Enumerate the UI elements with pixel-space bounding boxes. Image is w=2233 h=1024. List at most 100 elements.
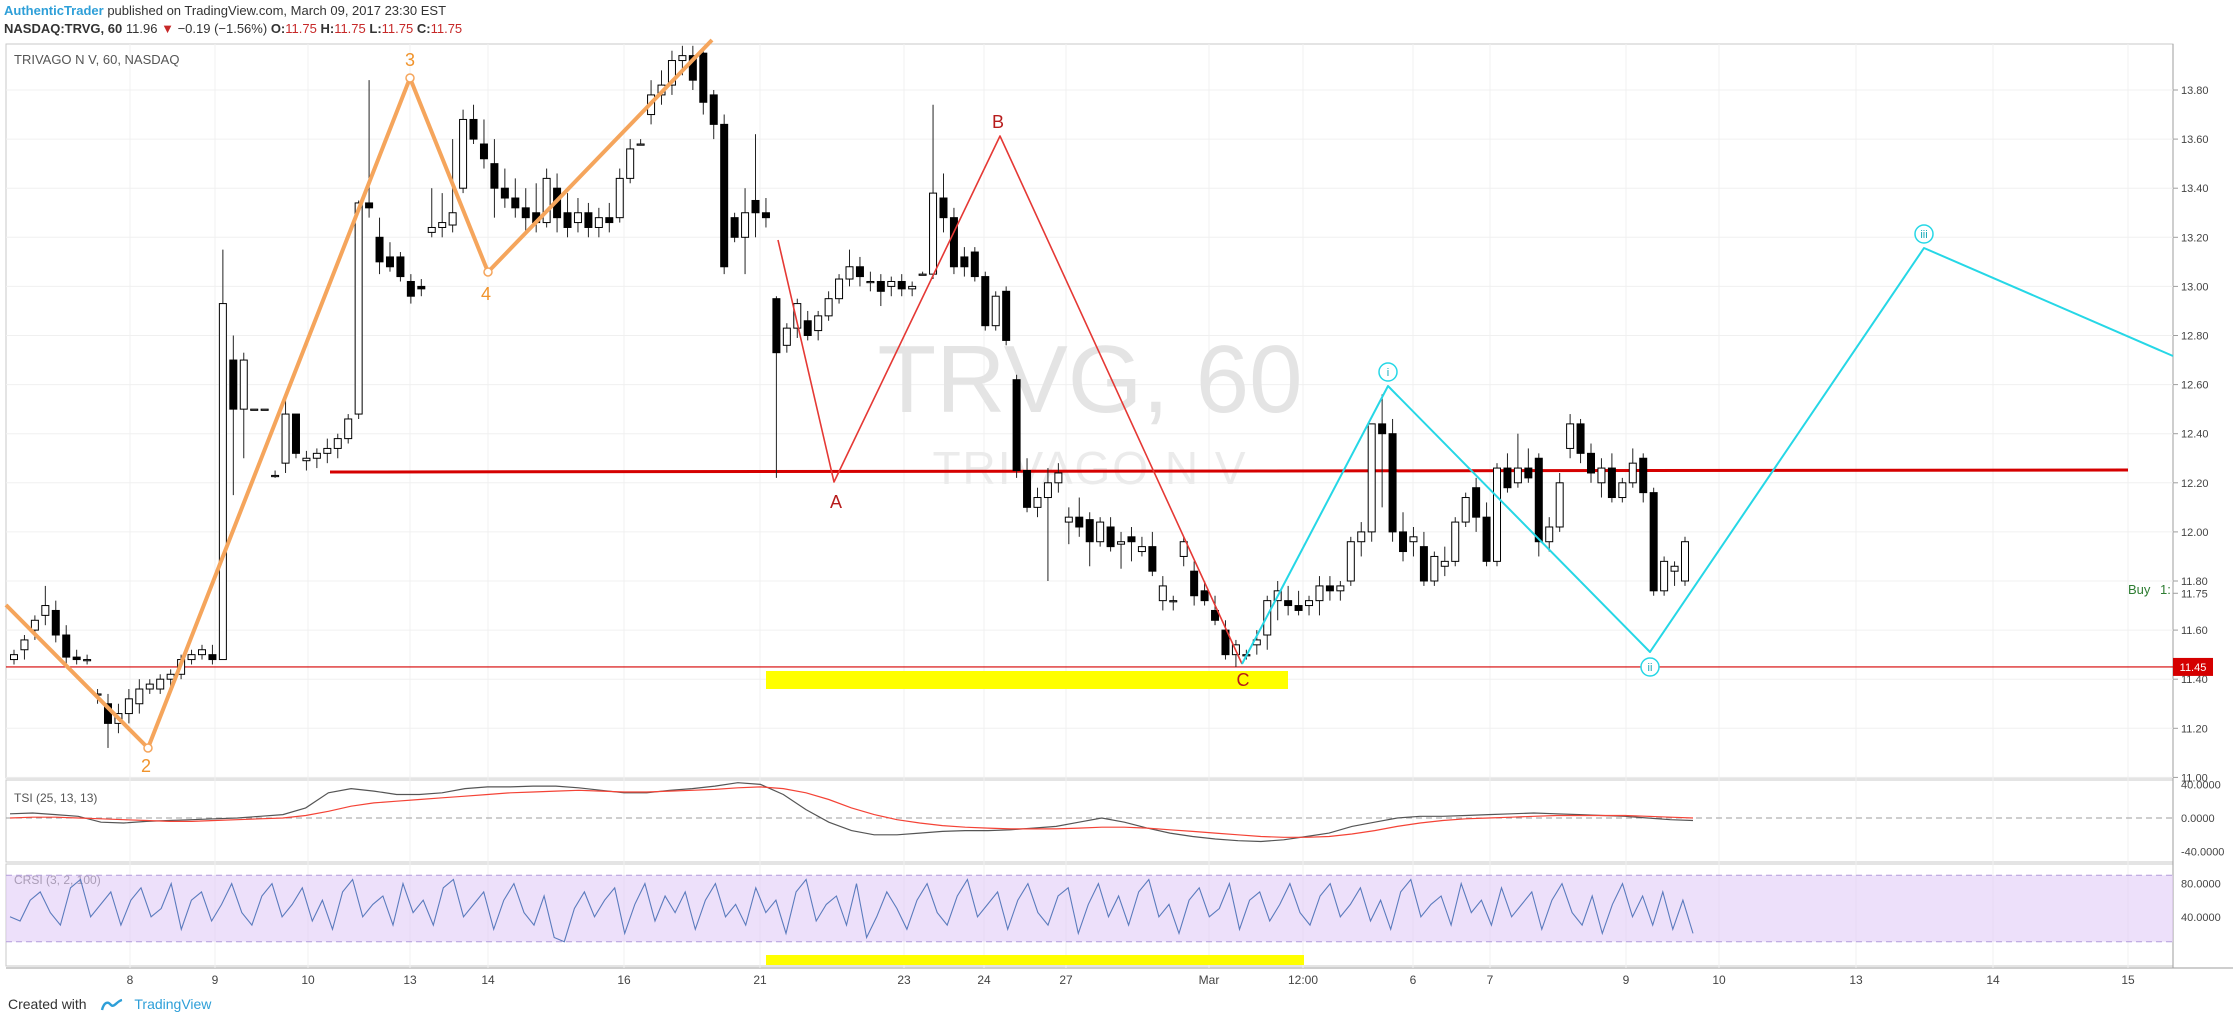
wave-label-ii: ii <box>1648 662 1653 674</box>
tsi-signal-line <box>9 786 1694 838</box>
candle-body <box>156 678 165 690</box>
candle-body <box>250 408 259 411</box>
candle-body <box>991 295 1000 327</box>
wave-point-marker <box>143 743 153 753</box>
x-tick-label: Mar <box>1199 973 1220 987</box>
footer: Created with TradingView <box>8 996 211 1012</box>
candle-body <box>385 256 394 268</box>
candle-body <box>970 251 979 278</box>
candle-body <box>521 207 530 219</box>
candle-body <box>1211 609 1220 621</box>
cyan-wave-line <box>1241 247 2174 665</box>
candle-body <box>730 217 739 238</box>
open-label: O: <box>270 21 286 36</box>
wave-label-a: A <box>830 492 842 512</box>
last-price: 11.96 <box>125 21 158 36</box>
candle-body <box>41 605 50 616</box>
open-value: 11.75 <box>285 21 317 36</box>
candle-body <box>1555 482 1564 528</box>
candle-body <box>354 202 363 415</box>
candle-body <box>511 197 520 209</box>
price-change: −0.19 (−1.56%) <box>177 21 268 36</box>
tradingview-link[interactable]: TradingView <box>134 996 212 1012</box>
candle-body <box>1482 516 1491 562</box>
price-chart[interactable]: 8 9 10 13 14 16 21 23 24 27 Mar 12:00 6 7 9 10 13 14 1513.… <box>0 0 2233 990</box>
candle-body <box>678 55 687 62</box>
wave-label-circle <box>1378 362 1398 382</box>
candle-body <box>626 148 635 179</box>
x-tick-label: 27 <box>1059 973 1073 987</box>
wave-label-circle <box>1640 657 1660 677</box>
x-tick-label: 9 <box>1623 973 1630 987</box>
candle-body <box>291 413 300 454</box>
high-value: 11.75 <box>334 21 366 36</box>
x-tick-label: 13 <box>403 973 417 987</box>
candle-body <box>897 280 906 290</box>
candle-body <box>1033 497 1042 508</box>
candle-body <box>1628 462 1637 484</box>
candle-body <box>1190 570 1199 597</box>
close-label: C: <box>416 21 431 36</box>
crsi-band <box>6 875 2173 942</box>
candle-body <box>1618 482 1627 499</box>
candle-body <box>1461 497 1470 523</box>
candle-body <box>333 438 342 449</box>
wave-point-marker <box>405 73 415 83</box>
candle-body <box>929 192 938 275</box>
candle-body <box>1513 467 1522 484</box>
candle-body <box>1075 516 1084 528</box>
crsi-line <box>9 878 1694 943</box>
candle-body <box>1378 423 1387 435</box>
candle-body <box>375 236 384 263</box>
x-tick-label: 13 <box>1849 973 1863 987</box>
candle-body <box>793 303 802 329</box>
candle-body <box>741 212 750 238</box>
publish-header: AuthenticTrader published on TradingView… <box>4 2 446 20</box>
y-tick-label: 12.20 <box>2181 478 2209 490</box>
candle-body <box>688 55 697 81</box>
y-tick-label: 11.75 <box>2181 588 2208 600</box>
candle-body <box>1399 531 1408 553</box>
candle-body <box>365 202 374 209</box>
candle-body <box>573 212 582 224</box>
y-tick-label: 12.00 <box>2181 527 2209 539</box>
candle-body <box>302 457 311 462</box>
price-pane <box>5 43 2174 779</box>
candle-body <box>782 327 791 346</box>
candle-body <box>1419 546 1428 582</box>
candle-body <box>1002 290 1011 341</box>
candle-body <box>1179 541 1188 557</box>
author-link[interactable]: AuthenticTrader <box>4 3 104 18</box>
candle-body <box>51 609 60 636</box>
crsi-tick-label: 40.0000 <box>2181 912 2221 924</box>
candle-body <box>751 199 760 214</box>
candle-body <box>1681 541 1689 582</box>
candle-body <box>918 273 927 276</box>
candle-body <box>124 698 133 715</box>
x-tick-label: 14 <box>481 973 495 987</box>
candle-body <box>699 52 708 103</box>
candle-body <box>1576 423 1585 454</box>
candle-body <box>1043 482 1052 499</box>
candle-body <box>1346 541 1355 582</box>
candle-body <box>981 276 990 327</box>
y-tick-label: 13.80 <box>2181 85 2209 97</box>
wave-label-4: 4 <box>481 284 491 304</box>
candle-body <box>479 143 488 160</box>
candle-body <box>720 123 729 268</box>
candle-body <box>1430 555 1439 582</box>
candle-body <box>145 683 154 690</box>
candle-body <box>761 212 770 219</box>
candle-body <box>1545 526 1554 543</box>
candle-body <box>887 280 896 287</box>
candle-body <box>1054 472 1063 484</box>
crsi-highlight-zone <box>766 955 1304 965</box>
buy-label: Buy <box>2128 582 2151 597</box>
x-tick-label: 9 <box>212 973 219 987</box>
candle-body <box>1367 423 1376 533</box>
candle-body <box>1566 423 1575 449</box>
candle-body <box>1388 433 1397 533</box>
candle-body <box>208 654 217 661</box>
candle-body <box>197 649 206 656</box>
y-tick-label: 11.00 <box>2181 772 2208 784</box>
